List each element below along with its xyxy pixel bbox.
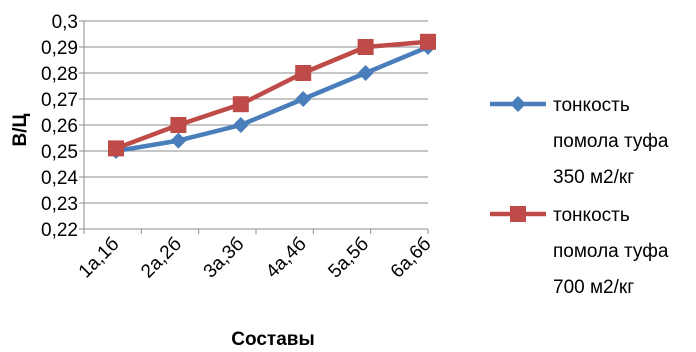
- series-line: [115, 44, 429, 154]
- data-point-square: [170, 117, 187, 133]
- x-tick-label: 4а,4б: [262, 234, 311, 283]
- y-tick-label: 0,3: [52, 12, 78, 33]
- legend: тонкость помола туфа 350 м2/кг тонкость помо…: [490, 95, 669, 298]
- y-tick-label: 0,29: [41, 38, 78, 59]
- series-lines: [108, 33, 436, 159]
- legend-label: тонкость: [553, 95, 630, 116]
- legend-label: тонкость: [553, 205, 630, 226]
- legend-entry-2: тонкость помола туфа 700 м2/кг: [490, 205, 669, 298]
- series-2: [108, 33, 436, 157]
- data-point-square: [357, 39, 374, 55]
- data-point-square: [295, 65, 312, 81]
- legend-label: помола туфа: [553, 131, 669, 152]
- data-point-diamond: [232, 117, 249, 133]
- data-point-square: [232, 96, 249, 113]
- data-point-square: [510, 206, 526, 222]
- data-point-diamond: [295, 91, 312, 107]
- gridlines: [79, 20, 428, 230]
- data-point-square: [420, 33, 436, 50]
- y-tick-label: 0,26: [41, 116, 78, 137]
- legend-entry-1: тонкость помола туфа 350 м2/кг: [490, 95, 669, 188]
- y-tick-label: 0,23: [41, 194, 78, 215]
- data-point-diamond: [170, 132, 187, 149]
- y-axis-tick-labels: 0,22 0,23 0,24 0,25 0,26 0,27 0,28 0,29 0,3: [41, 12, 78, 241]
- x-axis-title: Составы: [231, 329, 314, 350]
- y-tick-label: 0,25: [41, 142, 78, 163]
- x-tick-label: 2а,2б: [137, 234, 186, 283]
- x-tick-label: 1а,1б: [75, 234, 124, 283]
- y-tick-label: 0,27: [41, 90, 78, 111]
- y-tick-label: 0,24: [41, 168, 78, 189]
- y-tick-label: 0,22: [41, 220, 78, 241]
- x-axis-tick-labels: 1а,1б 2а,2б 3а,3б 4а,4б 5а,5б 6а,6б: [75, 234, 436, 283]
- axes: [83, 21, 429, 234]
- legend-label: 700 м2/кг: [553, 277, 634, 298]
- x-tick-label: 3а,3б: [200, 234, 249, 283]
- x-tick-label: 5а,5б: [324, 234, 373, 283]
- y-tick-label: 0,28: [41, 64, 78, 85]
- legend-label: 350 м2/кг: [553, 167, 634, 188]
- series-line: [115, 39, 429, 151]
- data-point-diamond: [357, 65, 374, 81]
- data-point-diamond: [510, 96, 526, 112]
- x-tick-label: 6а,6б: [387, 234, 436, 283]
- legend-label: помола туфа: [553, 241, 669, 262]
- data-point-square: [108, 140, 124, 157]
- y-axis-title: В/Ц: [10, 113, 31, 146]
